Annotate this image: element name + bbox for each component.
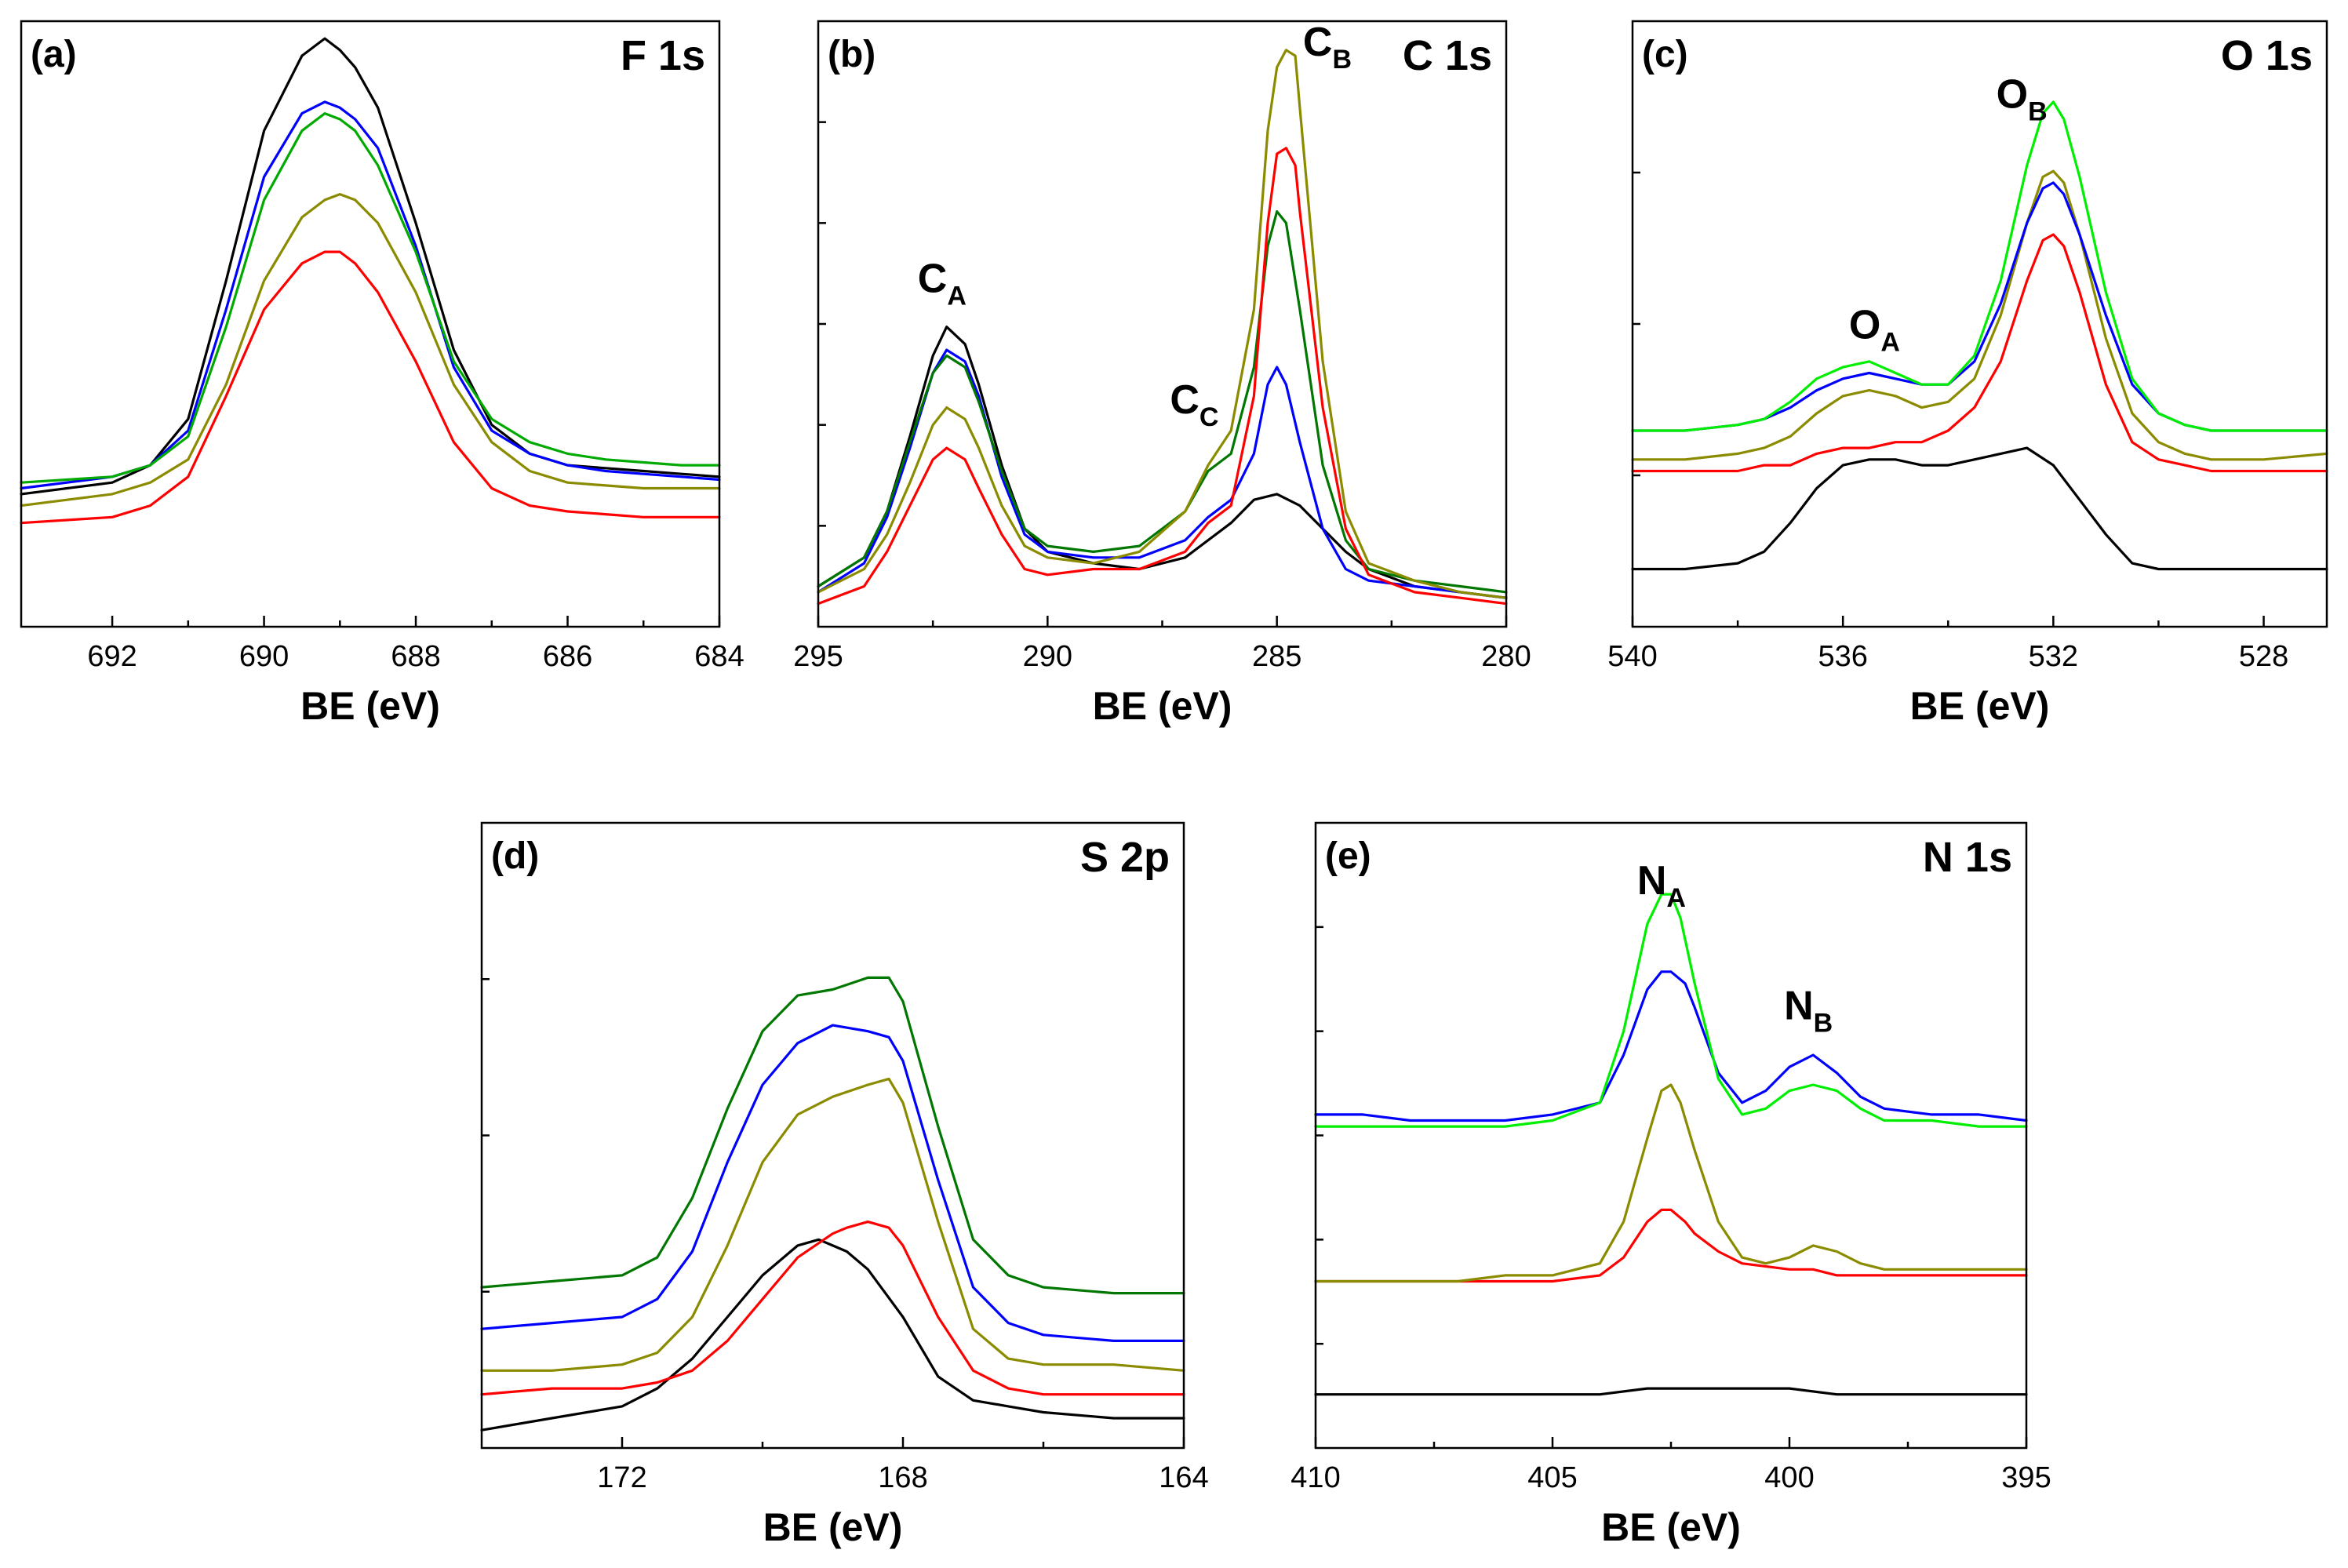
panel-title: O 1s <box>2221 32 2313 79</box>
series-bright-green-curve <box>1631 100 2328 432</box>
x-tick-label: 295 <box>793 640 843 673</box>
series-olive-curve <box>1631 169 2328 461</box>
x-tick-label: 692 <box>87 640 137 673</box>
peak-label-cc: CC <box>1170 377 1218 432</box>
plot-frame <box>20 20 721 628</box>
peak-label-ca: CA <box>918 256 967 311</box>
x-axis-title: BE (eV) <box>763 1505 903 1549</box>
panel-e: 410 405 400 395 BE (eV) (e) N 1s NA NB <box>1290 821 2051 1549</box>
panel-c: 540 536 532 528 BE (eV) (c) O 1s OA OB <box>1607 20 2328 728</box>
x-tick-label: 684 <box>694 640 744 673</box>
x-tick-label: 410 <box>1290 1461 1340 1494</box>
peak-label-na: NA <box>1637 858 1686 913</box>
panel-title: C 1s <box>1403 32 1492 79</box>
plot-frame <box>480 821 1185 1450</box>
series-blue-curve <box>1314 970 2028 1122</box>
panel-letter: (a) <box>31 34 77 75</box>
series-olive-curve <box>1314 1083 2028 1283</box>
x-tick-label: 290 <box>1023 640 1072 673</box>
series-red-curve <box>1314 1208 2028 1283</box>
x-tick-label: 172 <box>597 1461 646 1494</box>
series-red-curve <box>817 147 1508 606</box>
x-tick-label: 168 <box>878 1461 927 1494</box>
series-red-curve <box>480 1221 1185 1396</box>
x-tick-label: 280 <box>1481 640 1531 673</box>
peak-label-ob: OB <box>1997 71 2048 126</box>
peak-label-nb: NB <box>1784 983 1833 1038</box>
peak-label-oa: OA <box>1849 302 1900 357</box>
x-axis-title: BE (eV) <box>1601 1505 1741 1549</box>
peak-label-cb: CB <box>1303 20 1352 75</box>
panel-letter: (b) <box>828 34 875 75</box>
x-tick-label: 528 <box>2239 640 2288 673</box>
panel-letter: (e) <box>1325 835 1371 877</box>
x-tick-label: 164 <box>1159 1461 1208 1494</box>
panel-title: S 2p <box>1080 834 1170 881</box>
x-tick-label: 536 <box>1818 640 1867 673</box>
x-axis-title: BE (eV) <box>1910 684 2050 728</box>
series-red-curve <box>1631 233 2328 473</box>
panel-letter: (c) <box>1642 34 1688 75</box>
x-tick-label: 690 <box>239 640 289 673</box>
x-tick-label: 540 <box>1607 640 1657 673</box>
panel-letter: (d) <box>491 835 539 877</box>
panel-a: 692 690 688 686 684 BE (eV) (a) F 1s <box>20 20 744 728</box>
series-olive-curve <box>20 193 721 508</box>
series-green-curve <box>20 112 721 484</box>
series-red-curve <box>20 250 721 525</box>
series-blue-curve <box>1631 181 2328 432</box>
series-black-curve <box>1631 446 2328 571</box>
panel-b: 295 290 285 280 BE (eV) (b) C 1s CA CC CB <box>793 20 1531 728</box>
panel-title: N 1s <box>1923 834 2012 881</box>
plot-frame <box>1314 821 2028 1450</box>
series-blue-curve <box>480 1024 1185 1342</box>
panel-d: 172 168 164 BE (eV) (d) S 2p <box>480 821 1209 1549</box>
x-tick-label: 285 <box>1252 640 1301 673</box>
series-green-curve <box>480 976 1185 1295</box>
x-tick-label: 395 <box>2001 1461 2051 1494</box>
panel-title: F 1s <box>621 32 705 79</box>
x-axis-title: BE (eV) <box>300 684 440 728</box>
series-black-curve <box>20 37 721 496</box>
series-olive-curve <box>480 1077 1185 1372</box>
x-axis-title: BE (eV) <box>1093 684 1232 728</box>
x-tick-label: 405 <box>1527 1461 1577 1494</box>
x-tick-label: 686 <box>543 640 592 673</box>
x-tick-label: 532 <box>2029 640 2078 673</box>
series-black-curve <box>480 1238 1185 1432</box>
series-bright-green-curve <box>1314 893 2028 1128</box>
plot-frame <box>1631 20 2328 628</box>
x-tick-label: 400 <box>1764 1461 1814 1494</box>
x-tick-label: 688 <box>391 640 440 673</box>
series-blue-curve <box>20 100 721 490</box>
series-black-curve <box>1314 1387 2028 1396</box>
series-olive-curve <box>817 49 1508 599</box>
plot-frame <box>817 20 1508 628</box>
series-black-curve <box>817 326 1508 599</box>
